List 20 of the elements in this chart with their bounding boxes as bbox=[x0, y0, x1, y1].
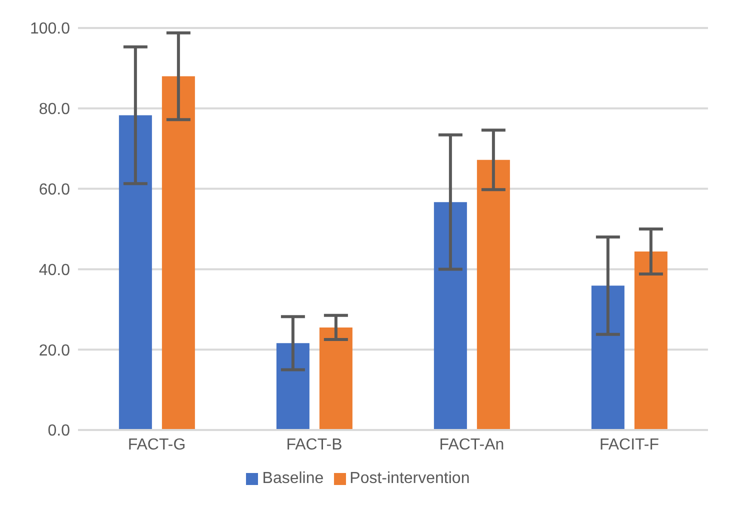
legend-label: Post-intervention bbox=[350, 470, 470, 487]
bar bbox=[634, 252, 668, 430]
y-tick-label: 40.0 bbox=[38, 262, 70, 279]
bar bbox=[276, 343, 310, 430]
y-tick-label: 80.0 bbox=[38, 101, 70, 118]
bar bbox=[162, 76, 195, 430]
bar bbox=[118, 115, 152, 430]
bar bbox=[591, 286, 624, 430]
x-tick-label: FACT-G bbox=[128, 436, 186, 454]
bar bbox=[434, 202, 467, 430]
y-tick-label: 60.0 bbox=[38, 181, 70, 198]
bar bbox=[319, 327, 352, 430]
x-tick-label: FACIT-F bbox=[599, 436, 660, 454]
x-tick-label: FACT-An bbox=[439, 436, 504, 454]
bar bbox=[476, 160, 510, 430]
x-tick-label: FACT-B bbox=[286, 436, 342, 454]
y-tick-label: 100.0 bbox=[30, 20, 70, 38]
y-tick-label: 0.0 bbox=[48, 422, 70, 440]
y-tick-label: 20.0 bbox=[38, 342, 70, 360]
legend-label: Baseline bbox=[262, 470, 324, 487]
